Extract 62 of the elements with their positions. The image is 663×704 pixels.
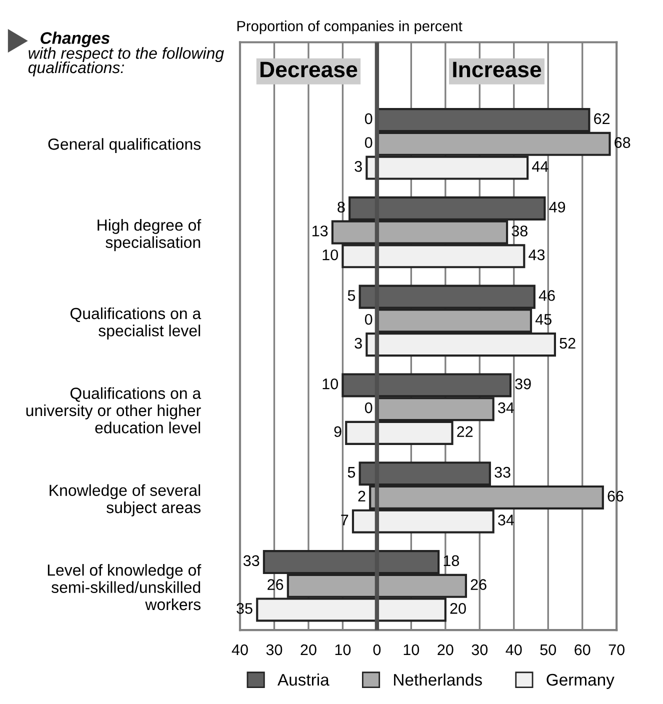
text: Changes (40, 32, 110, 48)
x-tick-label: 30 (472, 644, 488, 656)
data-label: 10 (322, 378, 338, 390)
data-label: 34 (498, 402, 514, 414)
x-tick-label: 20 (300, 644, 316, 656)
data-label: 38 (512, 226, 528, 236)
x-tick-label: 40 (506, 644, 522, 656)
x-tick-label: 10 (404, 644, 420, 656)
y-tick-label: Qualifications on a specialist level (70, 307, 202, 340)
data-label: 5 (348, 467, 356, 478)
data-label: 62 (594, 113, 610, 124)
data-label: 18 (444, 555, 460, 566)
data-label: 45 (535, 314, 552, 325)
data-label: 9 (334, 426, 342, 438)
x-tick-label: 40 (232, 644, 248, 656)
legend-label: Netherlands (394, 673, 482, 686)
data-label: 44 (532, 161, 548, 172)
x-tick-label: 70 (608, 644, 624, 656)
data-label: 26 (268, 579, 284, 590)
data-label: 34 (498, 514, 514, 526)
y-tick-label: High degree of specialisation (98, 219, 202, 252)
data-label: 26 (470, 579, 486, 590)
data-label: 52 (560, 338, 576, 349)
x-tick-label: 20 (438, 644, 454, 656)
data-label: 0 (364, 402, 372, 414)
data-label: 66 (608, 490, 624, 502)
annotation: Increase (453, 62, 542, 78)
data-label: 35 (236, 603, 252, 614)
y-tick-label: Level of knowledge of semi-skilled/unskilled workers (48, 564, 202, 610)
x-tick-label: 50 (540, 644, 556, 656)
data-label: 39 (515, 378, 531, 390)
data-label: 0 (364, 137, 372, 148)
data-label: 3 (354, 338, 362, 349)
data-label: 68 (614, 137, 630, 148)
data-label: 3 (354, 161, 362, 172)
legend-label: Germany (546, 674, 614, 689)
data-label: 8 (338, 202, 345, 213)
legend-label: Austria (278, 673, 330, 686)
data-label: 10 (322, 249, 338, 260)
x-tick-label: 10 (335, 644, 351, 656)
data-label: 49 (549, 202, 566, 213)
data-label: 2 (358, 490, 366, 502)
data-label: 22 (457, 426, 473, 437)
x-tick-label: 0 (373, 644, 381, 656)
y-tick-label: General qualifications (48, 138, 201, 153)
text: with respect to the following qualifications: (28, 47, 224, 76)
y-tick-label: Knowledge of several subject areas (50, 484, 201, 516)
data-label: 13 (312, 226, 328, 236)
chart-title: Proportion of companies in percent (237, 20, 462, 34)
x-tick-label: 30 (266, 644, 282, 656)
data-label: 0 (364, 113, 372, 124)
annotation: Decrease (260, 62, 358, 78)
data-label: 5 (348, 290, 356, 301)
data-label: 20 (450, 603, 466, 614)
y-tick-label: Qualifications on a university or other higher education level (26, 387, 202, 434)
data-label: 43 (528, 249, 545, 260)
data-label: 0 (364, 314, 372, 325)
data-label: 33 (243, 555, 260, 566)
x-tick-label: 60 (574, 644, 590, 656)
data-label: 46 (538, 290, 555, 301)
data-label: 33 (494, 466, 510, 478)
data-label: 7 (341, 514, 348, 526)
